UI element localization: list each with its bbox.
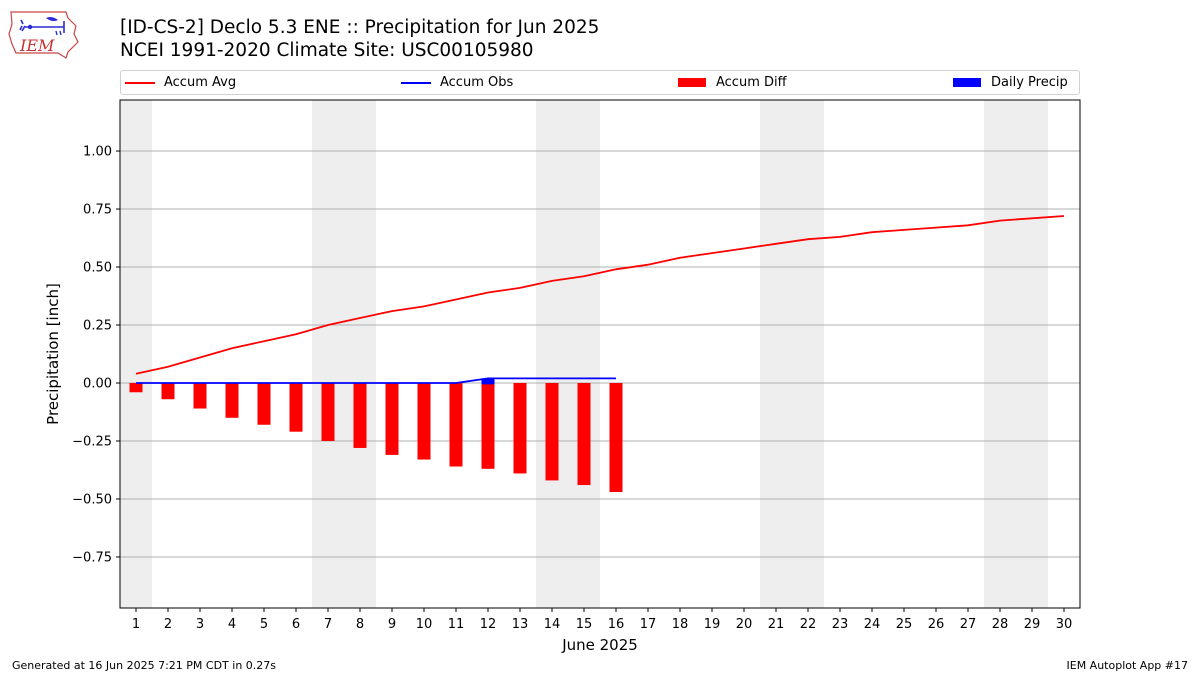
- weekend-band: [984, 100, 1048, 608]
- y-tick-label: 0.25: [83, 319, 112, 334]
- footer-generated: Generated at 16 Jun 2025 7:21 PM CDT in …: [12, 659, 277, 672]
- x-tick-label: 15: [576, 617, 593, 632]
- legend-label-accum-diff: Accum Diff: [716, 75, 787, 90]
- x-tick-label: 20: [736, 617, 753, 632]
- x-tick-label: 29: [1024, 617, 1041, 632]
- accum-diff-bar: [225, 382, 239, 418]
- accum-diff-bar: [161, 382, 175, 400]
- x-tick-label: 17: [640, 617, 657, 632]
- accum-diff-bar: [513, 382, 527, 474]
- y-axis-ticks: −0.75 −0.50 −0.25 0.00 0.25 0.50 0.75 1.00: [72, 145, 120, 565]
- x-tick-label: 14: [544, 617, 561, 632]
- legend-swatch-accum-diff: [678, 78, 706, 87]
- y-tick-label: −0.75: [72, 550, 112, 565]
- accum-diff-bars: [129, 382, 623, 493]
- x-tick-label: 4: [228, 617, 236, 632]
- logo-text: IEM: [19, 36, 55, 55]
- x-tick-label: 24: [864, 617, 881, 632]
- weekend-band: [536, 100, 600, 608]
- legend-item-accum-avg: Accum Avg: [125, 71, 236, 94]
- y-tick-label: −0.25: [72, 434, 112, 449]
- x-tick-label: 30: [1056, 617, 1073, 632]
- x-tick-label: 23: [832, 617, 849, 632]
- accum-diff-bar: [193, 382, 207, 409]
- x-tick-label: 12: [480, 617, 497, 632]
- y-tick-label: 0.75: [83, 203, 112, 218]
- x-tick-label: 8: [356, 617, 364, 632]
- accum-diff-bar: [481, 382, 495, 469]
- x-tick-label: 9: [388, 617, 396, 632]
- y-axis-label: Precipitation [inch]: [44, 283, 62, 425]
- x-tick-label: 22: [800, 617, 817, 632]
- weekend-shading: [120, 100, 1048, 608]
- x-tick-label: 5: [260, 617, 268, 632]
- accum-diff-bar: [577, 382, 591, 486]
- accum-diff-bar: [289, 382, 303, 432]
- x-tick-label: 2: [164, 617, 172, 632]
- weekend-band: [120, 100, 152, 608]
- legend-label-accum-avg: Accum Avg: [164, 75, 237, 90]
- y-tick-label: −0.50: [72, 492, 112, 507]
- legend: Accum Avg Accum Obs Accum Diff Daily Pre…: [120, 70, 1080, 95]
- x-tick-label: 19: [704, 617, 721, 632]
- footer-app: IEM Autoplot App #17: [1066, 659, 1189, 672]
- plot-frame: [119, 99, 1081, 609]
- accum-diff-bar: [545, 382, 559, 481]
- weekend-band: [760, 100, 824, 608]
- x-tick-label: 26: [928, 617, 945, 632]
- accum-diff-bar: [609, 382, 623, 493]
- x-tick-label: 11: [448, 617, 465, 632]
- legend-item-daily-precip: Daily Precip: [953, 71, 1068, 94]
- x-tick-label: 25: [896, 617, 913, 632]
- accum-diff-bar: [257, 382, 271, 425]
- x-tick-label: 16: [608, 617, 625, 632]
- accum-diff-bar: [449, 382, 463, 467]
- x-tick-label: 13: [512, 617, 529, 632]
- series-lines: [135, 215, 1065, 384]
- x-axis-label: June 2025: [561, 636, 638, 654]
- x-tick-label: 10: [416, 617, 433, 632]
- accum-diff-bar: [417, 382, 431, 460]
- accum-diff-bar: [129, 382, 143, 393]
- x-tick-label: 21: [768, 617, 785, 632]
- legend-label-accum-obs: Accum Obs: [440, 75, 514, 90]
- accum-avg-line: [135, 215, 1065, 375]
- x-tick-label: 18: [672, 617, 689, 632]
- accum-diff-bar: [353, 382, 367, 448]
- legend-label-daily-precip: Daily Precip: [991, 75, 1068, 90]
- accum-diff-bar: [321, 382, 335, 441]
- legend-swatch-daily-precip: [953, 78, 981, 87]
- iem-logo: IEM: [8, 11, 79, 59]
- x-tick-label: 6: [292, 617, 300, 632]
- y-tick-label: 0.00: [83, 376, 112, 391]
- x-tick-label: 3: [196, 617, 204, 632]
- legend-item-accum-diff: Accum Diff: [678, 71, 787, 94]
- legend-swatch-accum-avg: [125, 81, 155, 84]
- x-axis-ticks: 1 2 3 4 5 6 7 8 9 10 11 12 13 14 15 16 17 18 19 20 21 22 23 24 2…: [132, 608, 1072, 632]
- daily-precip-bars: [481, 378, 495, 385]
- chart-subtitle: NCEI 1991-2020 Climate Site: USC00105980: [120, 40, 534, 61]
- legend-item-accum-obs: Accum Obs: [401, 71, 513, 94]
- y-tick-label: 0.50: [83, 261, 112, 276]
- accum-diff-bar: [385, 382, 399, 455]
- x-tick-label: 1: [132, 617, 140, 632]
- x-tick-label: 27: [960, 617, 977, 632]
- y-gridlines: [120, 150, 1080, 558]
- y-tick-label: 1.00: [83, 145, 112, 160]
- accum-obs-line: [136, 377, 616, 384]
- x-tick-label: 28: [992, 617, 1009, 632]
- chart-title: [ID-CS-2] Declo 5.3 ENE :: Precipitation…: [120, 17, 600, 38]
- legend-swatch-accum-obs: [401, 81, 431, 84]
- x-tick-label: 7: [324, 617, 332, 632]
- daily-precip-bar: [481, 378, 495, 385]
- weekend-band: [312, 100, 376, 608]
